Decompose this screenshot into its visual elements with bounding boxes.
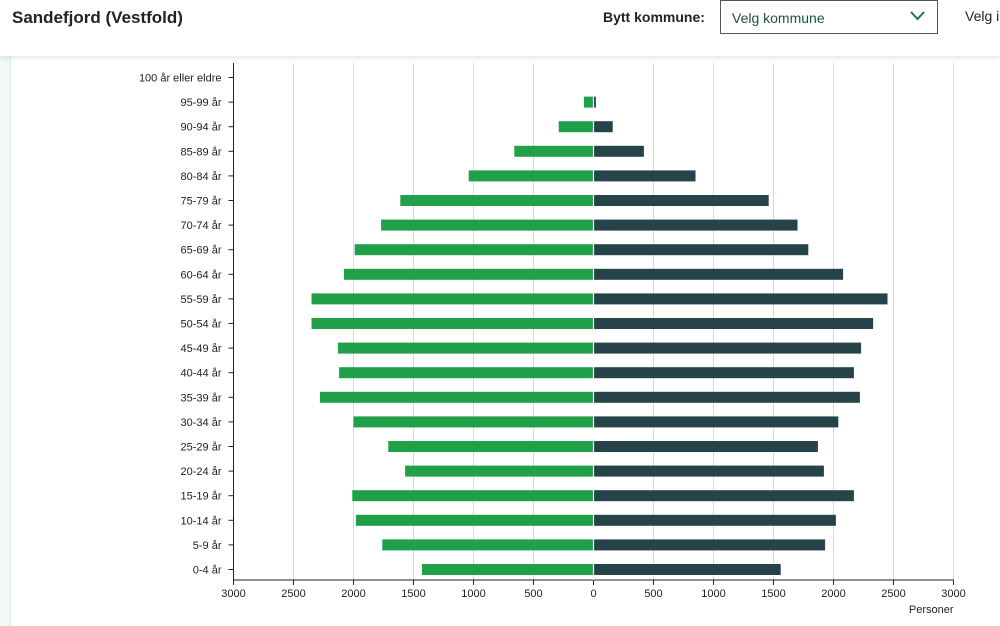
bar-right: [593, 342, 862, 354]
y-tick-label: 50-54 år: [181, 319, 222, 331]
side-strip: [0, 56, 11, 626]
bar-right: [593, 514, 836, 526]
y-tick-label: 70-74 år: [181, 220, 222, 232]
y-tick-label: 15-19 år: [181, 491, 222, 503]
x-tick-label: 2000: [341, 588, 365, 600]
switch-municipality-label: Bytt kommune:: [603, 9, 705, 25]
y-tick-label: 95-99 år: [181, 97, 222, 109]
bar-left: [514, 145, 594, 157]
x-tick-label: 1500: [401, 588, 425, 600]
bar-right: [593, 244, 809, 256]
x-axis-title: Personer: [909, 604, 954, 616]
x-tick-label: 2500: [281, 588, 305, 600]
bar-left: [583, 96, 594, 108]
y-tick-label: 55-59 år: [181, 294, 222, 306]
x-tick-label: 1000: [701, 588, 725, 600]
y-tick-label: 5-9 år: [193, 540, 222, 552]
x-tick-label: 2500: [881, 588, 905, 600]
y-tick-label: 45-49 år: [181, 343, 222, 355]
bar-right: [593, 441, 818, 452]
bar-right: [593, 539, 826, 551]
bar-left: [421, 564, 594, 575]
x-tick-label: 500: [644, 588, 662, 600]
bar-right: [593, 564, 781, 575]
x-tick-label: 500: [524, 588, 542, 600]
bar-right: [593, 96, 596, 108]
y-tick-label: 10-14 år: [181, 515, 222, 527]
top-bar: Sandefjord (Vestfold) Bytt kommune: Velg…: [0, 0, 1000, 56]
y-tick-label: 25-29 år: [181, 442, 222, 454]
bar-right: [593, 367, 854, 379]
x-tick-label: 0: [590, 588, 596, 600]
bar-left: [558, 121, 594, 133]
x-tick-label: 3000: [941, 588, 965, 600]
bar-left: [319, 391, 594, 403]
y-tick-label: 20-24 år: [181, 466, 222, 478]
bar-right: [593, 170, 696, 182]
y-tick-label: 85-89 år: [181, 146, 222, 158]
y-tick-label: 75-79 år: [181, 196, 222, 208]
bar-left: [352, 490, 594, 502]
municipality-select[interactable]: Velg kommune: [720, 0, 938, 34]
bar-left: [311, 293, 594, 305]
y-tick-label: 0-4 år: [193, 565, 222, 577]
chevron-down-icon: [910, 11, 925, 21]
y-tick-label: 60-64 år: [181, 269, 222, 281]
y-tick-label: 40-44 år: [181, 368, 222, 380]
bar-left: [355, 514, 594, 526]
y-tick-label: 100 år eller eldre: [139, 73, 222, 85]
y-tick-label: 65-69 år: [181, 245, 222, 257]
bar-left: [339, 367, 594, 379]
y-tick-label: 90-94 år: [181, 122, 222, 134]
y-tick-label: 35-39 år: [181, 392, 222, 404]
bar-right: [593, 145, 644, 157]
bar-left: [405, 465, 594, 477]
x-tick-label: 1500: [761, 588, 785, 600]
bar-left: [337, 342, 594, 354]
bar-right: [593, 121, 613, 133]
municipality-select-value: Velg kommune: [732, 10, 825, 26]
x-tick-label: 3000: [221, 588, 245, 600]
bar-left: [400, 195, 594, 206]
population-pyramid-chart: 3000 2500 2000 1500 1000 500 0 500 1000 1500 2000 2…: [139, 63, 966, 616]
y-tick-label: 80-84 år: [181, 171, 222, 183]
bar-right: [593, 268, 844, 280]
bar-left: [388, 441, 594, 452]
x-tick-label: 1000: [461, 588, 485, 600]
x-tick-label: 2000: [821, 588, 845, 600]
bar-left: [354, 244, 594, 256]
bar-right: [593, 318, 874, 329]
bar-left: [343, 268, 594, 280]
bar-right: [593, 416, 839, 428]
page-title: Sandefjord (Vestfold): [12, 8, 183, 27]
bar-left: [381, 219, 594, 231]
bar-right: [593, 465, 824, 477]
bar-left: [382, 539, 594, 551]
bar-right: [593, 293, 888, 305]
bar-right: [593, 195, 769, 206]
y-tick-label: 30-34 år: [181, 417, 222, 429]
bar-right: [593, 490, 854, 502]
bar-left: [311, 318, 594, 329]
bar-right: [593, 219, 798, 231]
bar-left: [353, 416, 594, 428]
select-extra-label[interactable]: Velg i: [965, 8, 1000, 24]
bar-left: [468, 170, 594, 182]
bar-right: [593, 391, 860, 403]
